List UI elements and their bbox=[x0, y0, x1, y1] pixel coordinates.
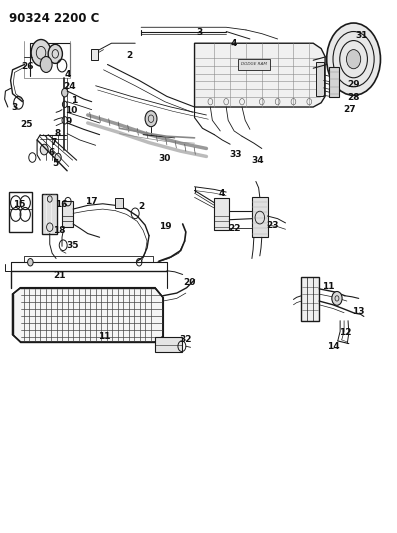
Bar bbox=[155, 337, 182, 352]
Circle shape bbox=[55, 154, 61, 162]
Text: 29: 29 bbox=[348, 80, 360, 89]
Text: 8: 8 bbox=[54, 129, 60, 138]
Text: 12: 12 bbox=[339, 328, 351, 337]
Circle shape bbox=[62, 88, 68, 97]
Bar bbox=[329, 67, 339, 98]
Circle shape bbox=[145, 111, 157, 127]
Text: 4: 4 bbox=[219, 189, 225, 198]
Text: 11: 11 bbox=[98, 332, 111, 341]
Text: 9: 9 bbox=[66, 117, 72, 126]
Bar bbox=[238, 59, 270, 70]
Text: 17: 17 bbox=[85, 197, 98, 206]
Text: 27: 27 bbox=[343, 105, 356, 114]
Text: 2: 2 bbox=[126, 51, 132, 60]
Bar bbox=[316, 62, 324, 96]
Text: 7: 7 bbox=[50, 138, 56, 147]
Text: 22: 22 bbox=[228, 224, 240, 233]
Text: 6: 6 bbox=[49, 148, 55, 157]
Text: 5: 5 bbox=[52, 159, 58, 168]
Text: 20: 20 bbox=[183, 278, 196, 287]
Text: 4: 4 bbox=[65, 70, 71, 78]
Bar bbox=[116, 198, 123, 208]
Bar bbox=[301, 277, 319, 321]
Bar bbox=[214, 198, 229, 230]
Text: 16: 16 bbox=[54, 200, 67, 209]
Text: 14: 14 bbox=[328, 342, 340, 351]
Circle shape bbox=[31, 39, 51, 66]
Text: 21: 21 bbox=[53, 271, 66, 280]
Text: 31: 31 bbox=[355, 31, 368, 40]
Text: 1: 1 bbox=[71, 96, 77, 105]
Bar bbox=[62, 201, 73, 227]
Text: 13: 13 bbox=[353, 307, 365, 316]
Text: 19: 19 bbox=[158, 222, 171, 231]
Circle shape bbox=[327, 23, 380, 95]
Circle shape bbox=[40, 56, 52, 72]
Text: 3: 3 bbox=[12, 102, 17, 111]
Polygon shape bbox=[13, 288, 163, 342]
Text: 23: 23 bbox=[267, 221, 279, 230]
Text: 34: 34 bbox=[252, 156, 264, 165]
Text: 35: 35 bbox=[66, 241, 79, 250]
Text: 33: 33 bbox=[230, 150, 242, 159]
Text: 15: 15 bbox=[13, 200, 26, 209]
Bar bbox=[42, 193, 57, 233]
Text: 2: 2 bbox=[138, 203, 144, 212]
Text: 90324 2200 C: 90324 2200 C bbox=[9, 12, 99, 26]
Bar bbox=[91, 49, 98, 60]
Text: 26: 26 bbox=[21, 62, 34, 70]
Text: 3: 3 bbox=[196, 28, 202, 37]
Text: 30: 30 bbox=[159, 154, 171, 163]
Text: 11: 11 bbox=[322, 282, 335, 291]
Polygon shape bbox=[195, 43, 325, 107]
Text: 18: 18 bbox=[53, 227, 66, 236]
Text: 25: 25 bbox=[20, 119, 33, 128]
Circle shape bbox=[332, 292, 342, 305]
Circle shape bbox=[40, 144, 48, 155]
Circle shape bbox=[347, 50, 361, 69]
Bar bbox=[9, 192, 32, 232]
Text: 32: 32 bbox=[179, 335, 192, 344]
Text: DODGE RAM: DODGE RAM bbox=[241, 62, 267, 67]
Circle shape bbox=[48, 44, 62, 63]
Circle shape bbox=[28, 259, 33, 266]
Bar bbox=[252, 197, 268, 237]
Text: 4: 4 bbox=[230, 39, 237, 48]
Text: 28: 28 bbox=[348, 93, 360, 102]
Text: 24: 24 bbox=[64, 82, 76, 91]
Text: 10: 10 bbox=[65, 106, 77, 115]
